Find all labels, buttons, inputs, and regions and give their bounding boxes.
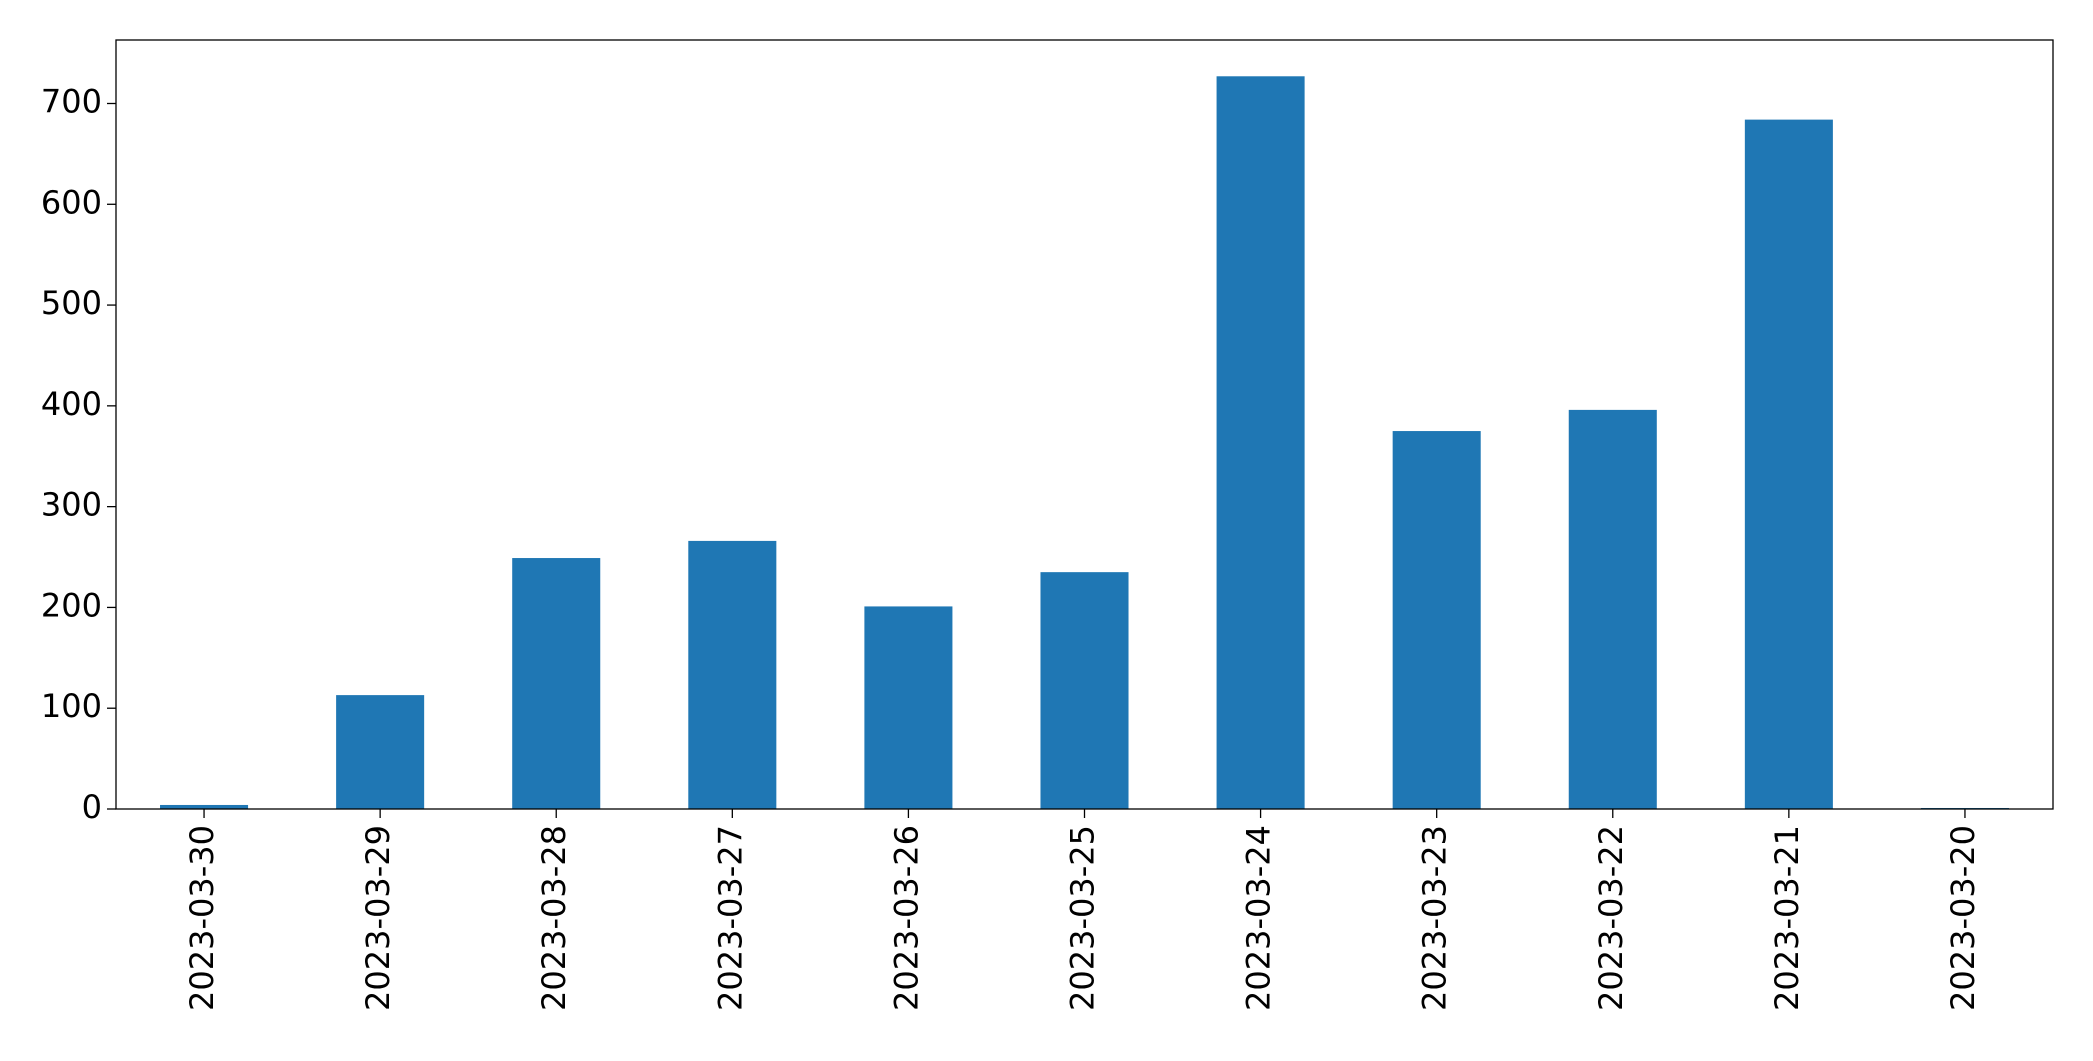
bar — [512, 558, 601, 809]
x-tick-label: 2023-03-25 — [1064, 825, 1102, 1011]
y-tick-label: 200 — [41, 586, 102, 624]
bar — [1568, 409, 1657, 809]
x-tick-label: 2023-03-28 — [535, 825, 573, 1011]
x-tick-label: 2023-03-29 — [359, 825, 397, 1011]
y-tick-label: 400 — [41, 385, 102, 423]
y-tick-label: 700 — [41, 82, 102, 120]
x-tick-label: 2023-03-30 — [183, 825, 221, 1011]
x-tick-label: 2023-03-23 — [1416, 825, 1454, 1011]
x-tick-label: 2023-03-20 — [1944, 825, 1982, 1011]
bar — [864, 606, 953, 809]
bar — [1392, 431, 1481, 809]
x-tick-label: 2023-03-24 — [1240, 825, 1278, 1011]
bar — [1216, 76, 1305, 810]
x-tick-label: 2023-03-22 — [1592, 825, 1630, 1011]
bar — [1040, 572, 1129, 809]
y-tick-label: 300 — [41, 486, 102, 524]
x-tick-label: 2023-03-21 — [1768, 825, 1806, 1011]
y-tick-label: 100 — [41, 687, 102, 725]
y-tick-label: 500 — [41, 284, 102, 322]
bar — [1744, 119, 1833, 810]
x-tick-label: 2023-03-26 — [887, 825, 925, 1011]
bar — [688, 540, 777, 809]
bar — [336, 695, 425, 809]
bar — [160, 804, 249, 809]
y-tick-label: 600 — [41, 183, 102, 221]
x-tick-label: 2023-03-27 — [711, 825, 749, 1011]
y-tick-label: 0 — [82, 788, 102, 826]
plot-frame — [115, 39, 2054, 810]
